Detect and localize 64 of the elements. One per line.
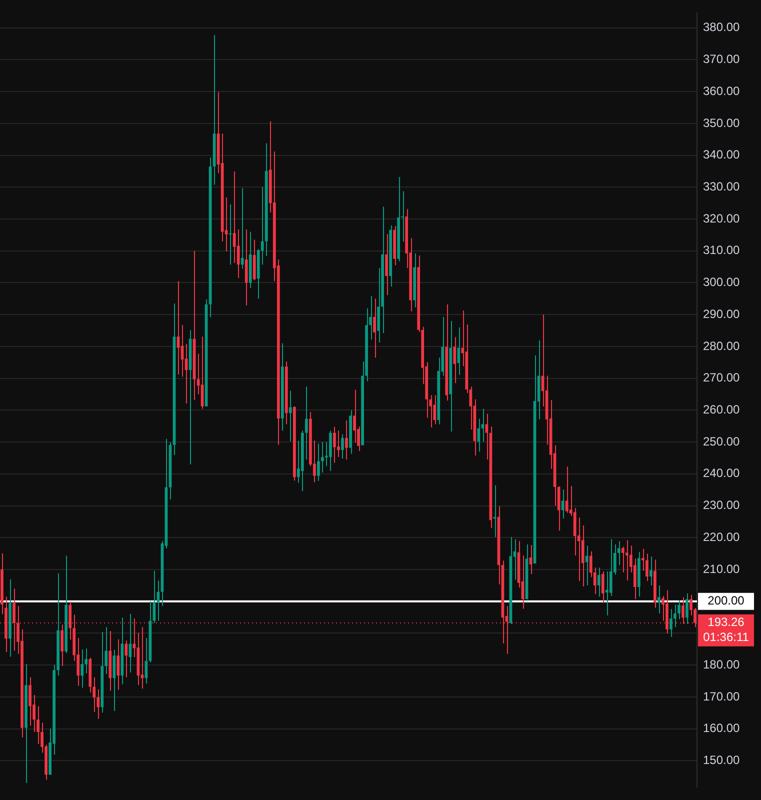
candlestick	[228, 204, 232, 266]
candlestick	[597, 567, 600, 598]
text: 01:36:11	[703, 630, 750, 644]
candlestick	[649, 556, 652, 586]
candlestick	[621, 546, 624, 573]
y-tick-label: 170.00	[703, 689, 740, 704]
candlestick	[333, 426, 336, 464]
candlestick	[305, 386, 308, 460]
candlestick	[236, 229, 240, 278]
candlestick	[605, 570, 608, 616]
candlestick	[385, 234, 388, 296]
candlestick	[457, 326, 460, 376]
candlestick	[112, 649, 116, 712]
candlestick	[80, 648, 84, 688]
candlestick	[477, 418, 480, 452]
candlestick	[353, 389, 356, 444]
candlestick	[28, 676, 32, 726]
y-tick-label: 220.00	[703, 530, 740, 544]
y-tick-label: 180.00	[703, 657, 740, 672]
y-tick-label: 290.00	[703, 306, 740, 321]
candlestick	[373, 298, 376, 358]
candlestick	[601, 570, 604, 603]
candlestick	[345, 420, 348, 460]
y-tick-label: 320.00	[703, 211, 740, 226]
candlestick	[585, 545, 588, 586]
y-tick-label: 250.00	[703, 434, 740, 448]
y-tick-label: 330.00	[703, 179, 740, 194]
candlestick	[128, 613, 132, 673]
candlestick	[658, 584, 660, 614]
candlestick	[288, 390, 292, 442]
candlestick	[670, 608, 672, 638]
candlestick	[240, 188, 244, 270]
candlestick	[317, 443, 320, 482]
candlestick	[453, 336, 456, 384]
candlestick	[60, 624, 64, 667]
candlestick	[645, 553, 648, 582]
y-tick-label: 240.00	[703, 466, 740, 480]
candlestick	[565, 466, 568, 514]
y-tick-label: 340.00	[703, 148, 740, 162]
y-tick-label: 300.00	[703, 275, 740, 290]
candlestick	[337, 430, 340, 458]
y-tick-label: 210.00	[703, 562, 740, 576]
y-tick-label: 260.00	[703, 402, 740, 417]
y-tick-label: 350.00	[703, 116, 740, 130]
y-tick-label: 310.00	[703, 243, 740, 258]
candlestick	[341, 434, 344, 460]
y-tick-label: 160.00	[703, 721, 740, 736]
candlestick	[686, 592, 688, 624]
ref-line-label: 200.00	[708, 594, 745, 608]
y-tick-label: 280.00	[703, 338, 740, 353]
y-tick-label: 380.00	[703, 20, 740, 34]
y-tick-label: 370.00	[703, 52, 740, 66]
candlestick	[232, 171, 236, 264]
y-tick-label: 150.00	[703, 752, 740, 767]
candlestick	[244, 229, 248, 306]
y-tick-label: 360.00	[703, 84, 740, 98]
ref-line-label: 193.26	[708, 615, 745, 630]
y-tick-label: 270.00	[703, 370, 740, 385]
y-tick-label: 230.00	[703, 498, 740, 512]
candlestick	[116, 638, 120, 690]
candlestick	[433, 394, 436, 425]
candlestick	[625, 540, 628, 581]
candlestick	[124, 640, 128, 678]
candlestick	[321, 442, 324, 474]
